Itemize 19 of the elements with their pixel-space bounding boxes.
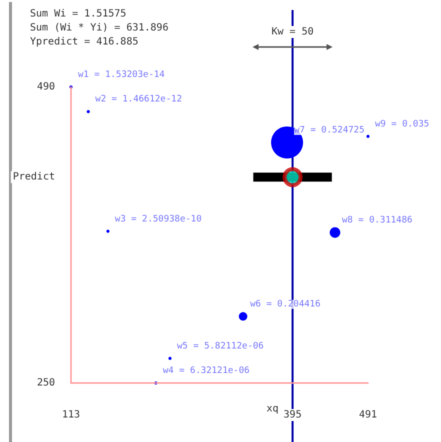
ref-line-label: xq <box>266 404 279 414</box>
y-tick-label: Predict <box>12 172 55 183</box>
x-tick-label: 395 <box>284 410 302 420</box>
annotation: w1 = 1.53203e-14 <box>78 70 165 80</box>
text: Ypredict = 416.885 <box>30 36 138 48</box>
annotation: w3 = 2.50938e-10 <box>114 214 202 224</box>
x-tick-label: 113 <box>62 410 80 420</box>
annotation: w4 = 6.32121e-06 <box>162 366 250 376</box>
annotation: w9 = 0.035 <box>375 119 430 130</box>
annotation: w6 = 0.204416 <box>250 299 321 310</box>
annotation: w8 = 0.311486 <box>342 216 412 226</box>
text: Sum (Wi * Yi) = 631.896 <box>30 22 168 34</box>
text: Sum Wi = 1.51575 <box>30 8 126 20</box>
x-tick-label: 491 <box>358 410 378 420</box>
text: Kw = 50 <box>271 26 314 38</box>
annotation: w5 = 5.82112e-06 <box>177 341 264 352</box>
annotation: w2 = 1.46612e-12 <box>95 94 182 105</box>
y-tick-label: 250 <box>36 378 55 388</box>
y-tick-label: 490 <box>36 82 55 92</box>
